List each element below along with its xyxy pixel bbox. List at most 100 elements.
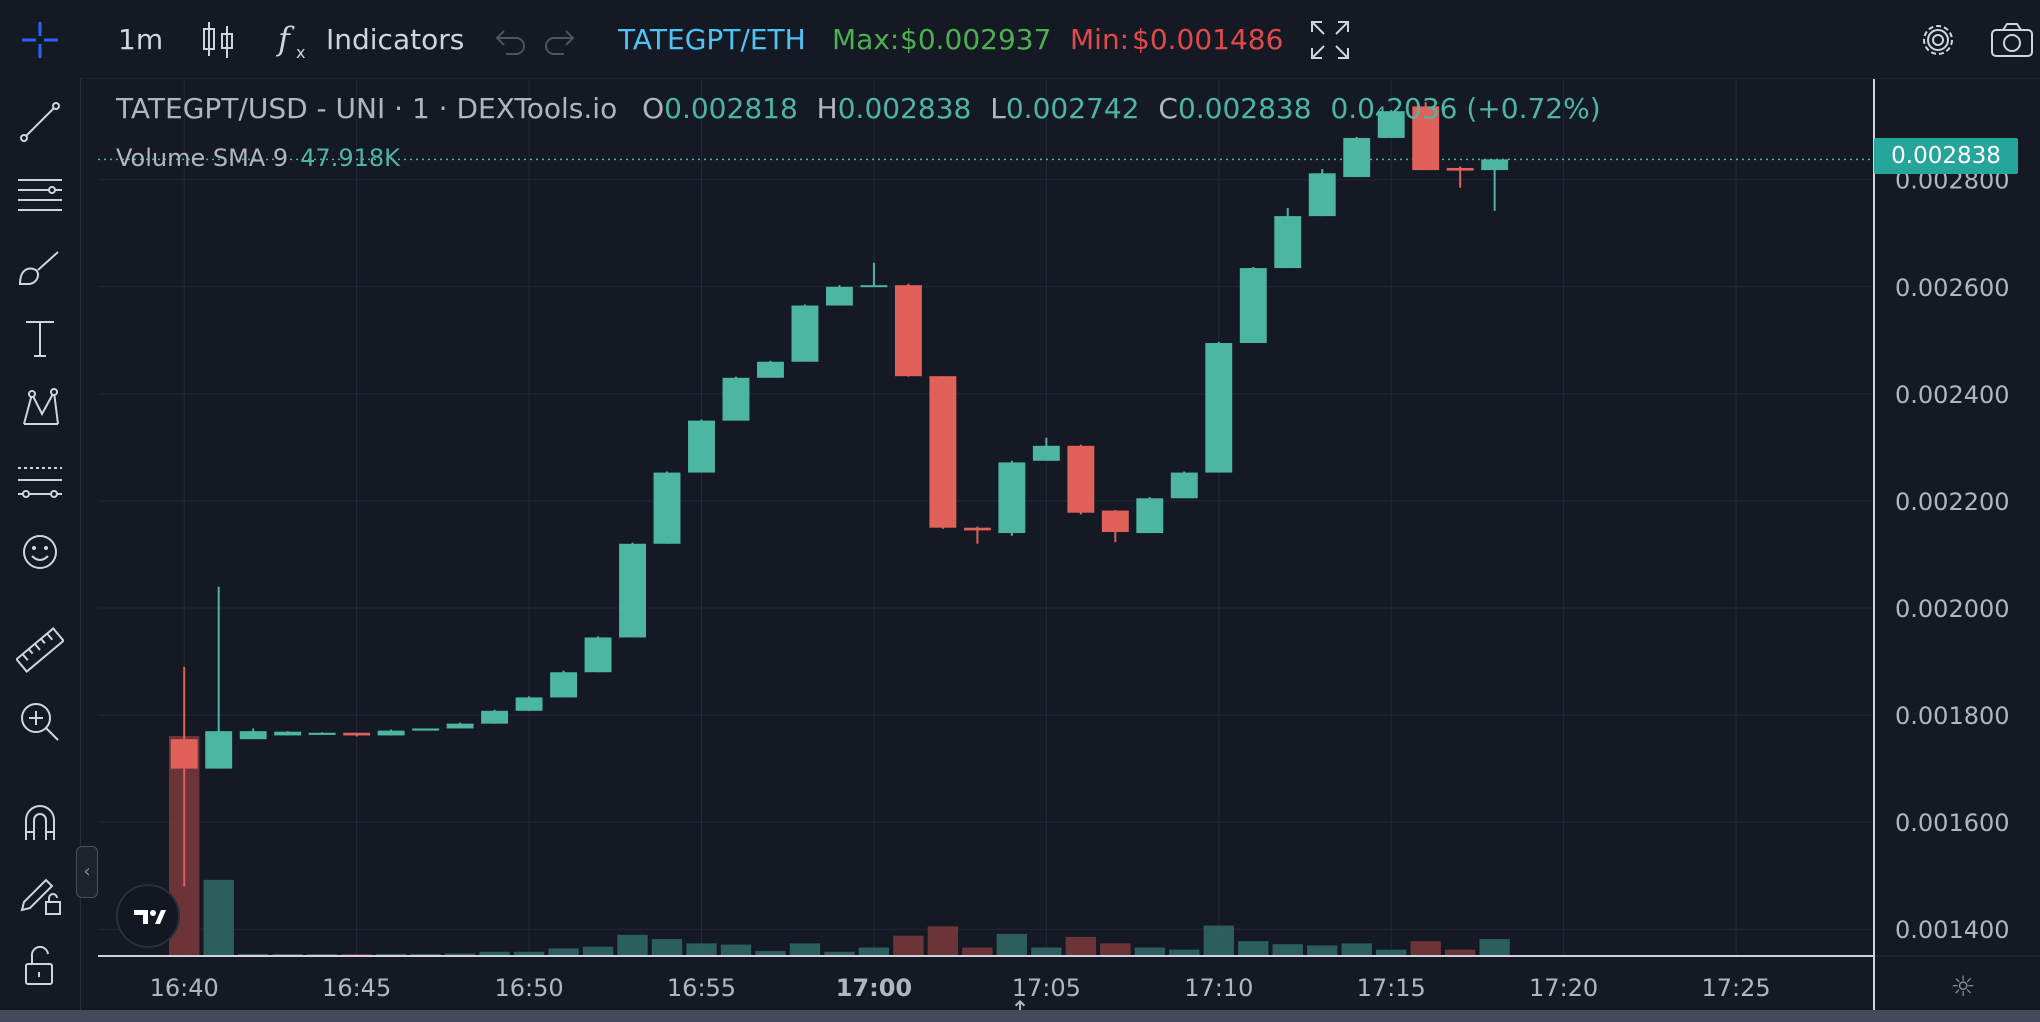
undo-icon[interactable] xyxy=(484,16,532,64)
candle-body xyxy=(1481,159,1509,171)
fullscreen-icon[interactable] xyxy=(1306,16,1354,64)
candle-body xyxy=(1136,498,1164,534)
candle-body xyxy=(1101,510,1129,532)
candle-body xyxy=(1377,111,1405,138)
volume-bar xyxy=(996,934,1028,956)
high-label: H xyxy=(816,92,838,125)
fib-icon[interactable] xyxy=(16,172,64,220)
collapse-toolbar-button[interactable]: ‹ xyxy=(76,846,98,898)
emoji-icon[interactable] xyxy=(16,528,64,576)
lock-icon[interactable] xyxy=(16,942,64,990)
low-value: 0.002742 xyxy=(1005,92,1140,125)
candle-body xyxy=(998,462,1026,534)
svg-text:x: x xyxy=(296,43,305,62)
time-tick-label: 16:50 xyxy=(494,974,563,1002)
candle-body xyxy=(757,361,784,378)
crosshair-icon[interactable] xyxy=(16,16,64,64)
min-label: Min: xyxy=(1070,23,1130,56)
volume-bar xyxy=(444,953,476,956)
max-label: Max: xyxy=(832,23,900,56)
candle-body xyxy=(550,672,578,698)
volume-bar xyxy=(617,934,648,956)
trendline-icon[interactable] xyxy=(16,98,64,146)
volume-bar xyxy=(1065,936,1097,956)
candle-body xyxy=(1343,137,1371,178)
tradingview-logo[interactable] xyxy=(116,884,180,948)
pattern-icon[interactable] xyxy=(16,384,64,432)
bottom-scroll-strip[interactable] xyxy=(0,1010,2040,1022)
volume-bar xyxy=(651,939,683,956)
candle-body xyxy=(377,730,405,736)
time-tick-label: 16:40 xyxy=(150,974,219,1002)
candle-body xyxy=(343,732,371,736)
settings-icon[interactable] xyxy=(1914,16,1962,64)
drawing-toolbar xyxy=(0,78,81,1022)
price-tick-label: 0.001800 xyxy=(1895,702,2010,730)
candle-body xyxy=(1412,106,1440,171)
forecast-icon[interactable] xyxy=(16,456,64,504)
lock-drawing-icon[interactable] xyxy=(16,870,64,918)
time-tick-label: 16:55 xyxy=(667,974,736,1002)
zoom-in-icon[interactable] xyxy=(16,698,64,746)
volume-bar xyxy=(824,951,855,956)
volume-bar xyxy=(1445,949,1476,956)
volume-bar xyxy=(375,953,407,956)
candle-body xyxy=(1239,268,1267,344)
volume-bar xyxy=(582,946,614,956)
volume-bar xyxy=(686,943,717,956)
candle-body xyxy=(825,286,853,306)
volume-bar xyxy=(1376,949,1407,956)
indicators-button[interactable]: Indicators xyxy=(326,23,465,56)
candle-body xyxy=(1446,167,1474,171)
candle-body xyxy=(860,285,888,288)
volume-value: 47.918K xyxy=(300,144,400,172)
volume-bar xyxy=(548,948,579,956)
close-label: C xyxy=(1158,92,1178,125)
camera-icon[interactable] xyxy=(1988,16,2036,64)
text-icon[interactable] xyxy=(16,314,64,362)
volume-bar xyxy=(1134,947,1165,956)
volume-bar xyxy=(927,926,959,956)
volume-bar xyxy=(1100,943,1131,956)
last-price-label: 0.002838 xyxy=(1874,138,2018,174)
volume-bar xyxy=(410,953,441,956)
ruler-icon[interactable] xyxy=(15,626,65,674)
brush-icon[interactable] xyxy=(16,244,64,292)
interval-button[interactable]: 1m xyxy=(118,23,164,56)
time-tick-label: 17:10 xyxy=(1184,974,1253,1002)
time-tick-label: 16:45 xyxy=(322,974,391,1002)
volume-bar xyxy=(1272,944,1303,956)
pair-link[interactable]: TATEGPT/ETH xyxy=(618,23,806,56)
chart-type-icon[interactable] xyxy=(194,16,242,64)
time-tick-label: 17:05 xyxy=(1012,974,1081,1002)
price-candles xyxy=(170,102,1509,887)
volume-legend: Volume SMA 9 47.918K xyxy=(116,144,400,172)
redo-icon[interactable] xyxy=(538,16,586,64)
volume-bar xyxy=(1169,949,1200,956)
volume-bar xyxy=(789,943,821,956)
magnet-icon[interactable] xyxy=(16,798,64,846)
symbol-title[interactable]: TATEGPT/USD - UNI · 1 · DEXTools.io xyxy=(116,92,618,125)
chart-legend: TATEGPT/USD - UNI · 1 · DEXTools.io O0.0… xyxy=(116,92,1601,125)
low-label: L xyxy=(990,92,1006,125)
volume-bar xyxy=(479,951,510,956)
close-value: 0.002838 xyxy=(1177,92,1312,125)
price-tick-label: 0.002400 xyxy=(1895,381,2010,409)
candle-body xyxy=(722,377,750,421)
change-value: 0.0₄2036 (+0.72%) xyxy=(1330,92,1601,125)
max-value: $0.002937 xyxy=(900,23,1052,56)
volume-label[interactable]: Volume SMA 9 xyxy=(116,144,289,172)
candle-body xyxy=(170,739,198,769)
candle-body xyxy=(1032,445,1060,461)
candle-body xyxy=(1274,216,1302,269)
min-value: $0.001486 xyxy=(1132,23,1284,56)
candle-body xyxy=(894,285,922,377)
time-tick-label: 17:00 xyxy=(836,974,912,1002)
candle-body xyxy=(412,728,440,731)
volume-bar xyxy=(1031,947,1062,956)
candle-body xyxy=(239,731,267,740)
volume-bars xyxy=(169,736,1510,956)
